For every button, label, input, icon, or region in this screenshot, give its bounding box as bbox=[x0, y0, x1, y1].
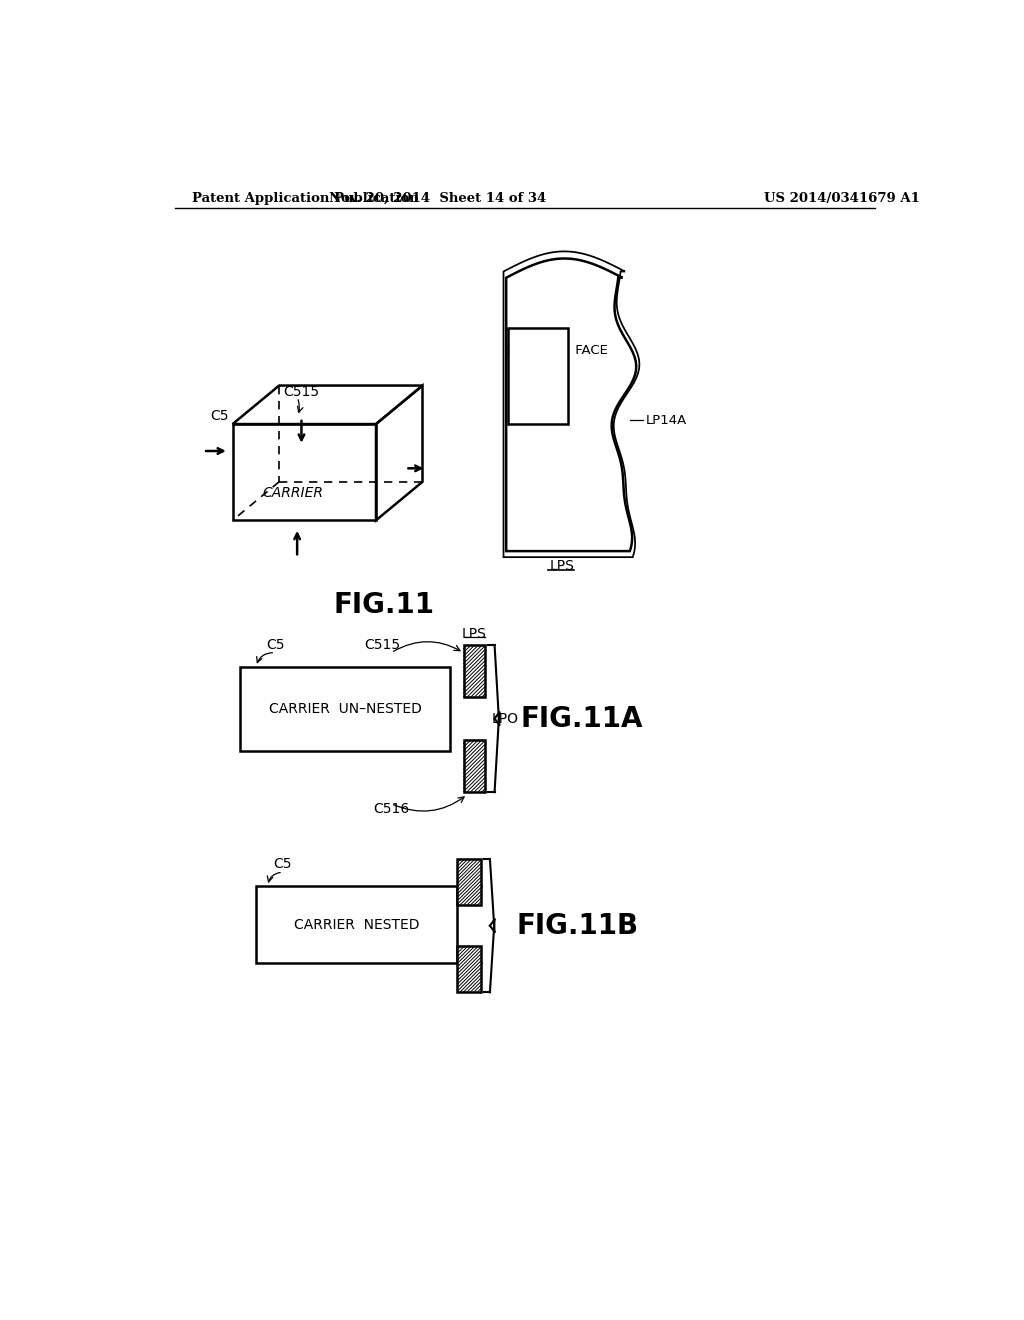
Text: CARRIER: CARRIER bbox=[262, 486, 324, 500]
Text: LPS: LPS bbox=[550, 560, 574, 573]
Text: C5: C5 bbox=[273, 858, 292, 871]
Text: Patent Application Publication: Patent Application Publication bbox=[191, 191, 418, 205]
Text: CARRIER  NESTED: CARRIER NESTED bbox=[294, 917, 420, 932]
Text: FIG.11A: FIG.11A bbox=[521, 705, 643, 733]
Text: C5: C5 bbox=[266, 638, 285, 652]
Text: LPO: LPO bbox=[492, 711, 518, 726]
Polygon shape bbox=[458, 946, 480, 993]
Text: SUPPORT  FACE: SUPPORT FACE bbox=[507, 345, 608, 358]
Text: US 2014/0341679 A1: US 2014/0341679 A1 bbox=[764, 191, 920, 205]
Text: C515: C515 bbox=[365, 638, 400, 652]
Polygon shape bbox=[464, 739, 485, 792]
Text: C516: C516 bbox=[373, 803, 410, 816]
Text: FIG.11B: FIG.11B bbox=[516, 912, 638, 940]
Text: FIG.11: FIG.11 bbox=[333, 591, 434, 619]
Polygon shape bbox=[458, 859, 480, 906]
Text: CARRIER  UN–NESTED: CARRIER UN–NESTED bbox=[268, 702, 422, 715]
Text: LP14A: LP14A bbox=[646, 413, 687, 426]
Text: C5: C5 bbox=[210, 409, 228, 424]
Polygon shape bbox=[464, 645, 485, 697]
Text: LPS: LPS bbox=[462, 627, 486, 642]
Text: C515: C515 bbox=[283, 384, 318, 399]
Polygon shape bbox=[508, 327, 568, 424]
Text: Nov. 20, 2014  Sheet 14 of 34: Nov. 20, 2014 Sheet 14 of 34 bbox=[330, 191, 547, 205]
